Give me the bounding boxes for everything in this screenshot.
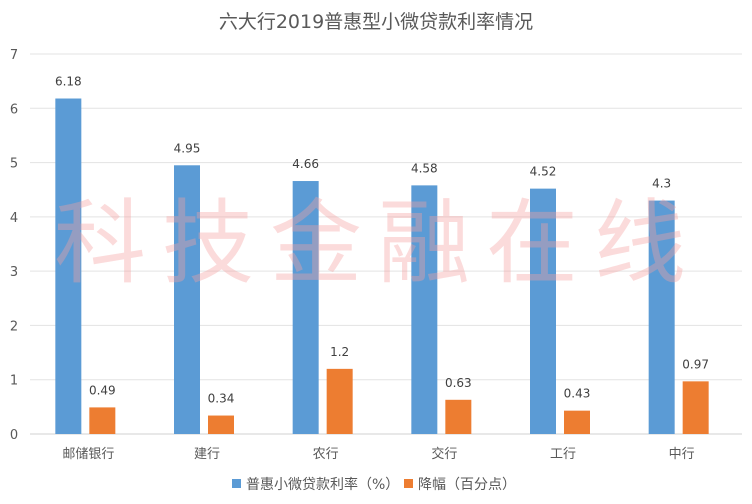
bar-rate	[292, 181, 319, 434]
y-tick-label: 4	[10, 211, 18, 226]
bar-rate	[530, 188, 556, 434]
bar-rate	[174, 165, 200, 435]
x-tick-label: 邮储银行	[62, 447, 114, 462]
data-label: 0.49	[89, 383, 116, 397]
chart-title: 六大行2019普惠型小微贷款利率情况	[219, 11, 533, 33]
y-tick-label: 0	[10, 428, 18, 443]
bar-decline	[564, 410, 590, 434]
bar-rate	[648, 200, 675, 434]
watermark: 科技金融在线	[54, 190, 702, 297]
data-label: 0.43	[564, 387, 591, 401]
bar-decline	[89, 407, 116, 434]
x-tick-label: 建行	[194, 447, 220, 462]
x-axis: 邮储银行 建行 农行 交行 工行 中行	[62, 446, 694, 462]
y-tick-label: 7	[10, 48, 18, 63]
data-label: 0.63	[445, 376, 472, 390]
y-axis: 0 1 2 3 4 5 6 7	[10, 48, 18, 443]
x-tick-label: 工行	[550, 447, 576, 462]
data-label: 0.97	[682, 357, 709, 371]
bars	[55, 98, 709, 435]
data-label: 4.52	[530, 165, 557, 179]
y-tick-label: 5	[10, 157, 18, 172]
bar-decline	[208, 415, 234, 434]
data-label: 6.18	[55, 75, 82, 89]
y-tick-label: 3	[10, 265, 18, 280]
x-tick-label: 中行	[669, 447, 695, 462]
bar-rate	[411, 185, 438, 434]
y-tick-label: 6	[10, 102, 18, 117]
bar-decline	[445, 399, 472, 434]
data-label: 4.95	[174, 141, 201, 155]
legend-label: 降幅（百分点）	[418, 477, 516, 493]
bar-decline	[326, 368, 353, 434]
data-label: 1.2	[330, 345, 349, 359]
legend: 普惠小微贷款利率（%） 降幅（百分点）	[232, 476, 516, 493]
x-tick-label: 农行	[313, 447, 339, 462]
legend-label: 普惠小微贷款利率（%）	[246, 476, 399, 493]
y-tick-label: 1	[10, 374, 18, 389]
bar-decline	[682, 381, 709, 434]
y-tick-label: 2	[10, 319, 18, 334]
data-label: 4.58	[411, 161, 438, 175]
x-tick-label: 交行	[431, 446, 457, 462]
data-label: 4.3	[652, 177, 671, 191]
data-label: 0.34	[208, 392, 235, 406]
bar-rate	[55, 98, 82, 434]
data-label: 4.66	[292, 157, 319, 171]
legend-swatch	[232, 479, 241, 488]
legend-swatch	[404, 479, 413, 488]
gridlines	[30, 53, 742, 435]
data-labels: 6.18 0.49 4.95 0.34 4.66 1.2 4.58 0.63 4.52 0.43 4…	[55, 75, 709, 406]
